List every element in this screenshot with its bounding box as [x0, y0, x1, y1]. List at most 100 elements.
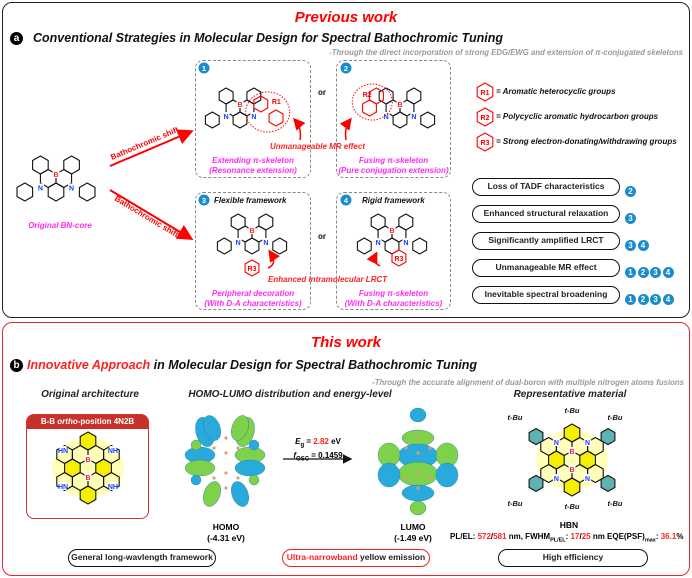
orbital-lobe [409, 407, 427, 423]
ring [244, 259, 260, 277]
ring [103, 444, 120, 465]
atom-bg [222, 112, 230, 120]
ring [587, 463, 604, 484]
ring [56, 471, 73, 492]
pill-ultra-narrowband: Ultra-narrowband yellow emission [282, 549, 430, 567]
mr-arrow-1 [293, 117, 306, 141]
ring [412, 237, 428, 255]
atom-bg [374, 238, 382, 246]
atom-label: B [237, 102, 242, 109]
atom-bg [552, 438, 560, 446]
ring [16, 182, 34, 202]
tbu-label: t-Bu [508, 413, 523, 422]
atom-label: N [554, 476, 559, 483]
atom-label: N [411, 114, 416, 121]
ring [398, 213, 414, 231]
atom-sphere [224, 451, 228, 455]
ring [476, 132, 494, 152]
strategy-ref-badge: 3 [650, 294, 661, 305]
strategy-ref-badge: 4 [637, 240, 649, 251]
r3-label: R3 [394, 256, 403, 263]
atom-sphere [224, 471, 228, 475]
strategy-number: 2 [344, 64, 348, 73]
atom-bg [388, 226, 396, 234]
panel-b-subtitle: -Through the accurate alignment of dual-… [372, 378, 684, 387]
r1-highlight [245, 91, 291, 133]
mr-arrow-2 [339, 117, 352, 141]
representative-material-heading: Representative material [513, 389, 627, 400]
this-work-headline: This work [310, 334, 381, 351]
atom-sphere [404, 446, 408, 450]
ring [32, 155, 49, 175]
panel-a-title: Conventional Strategies in Molecular Des… [33, 31, 503, 45]
or-text-2: or [318, 232, 326, 241]
drawback-refs: 3 [625, 208, 638, 226]
hbn-performance-text: PL/EL: 572/581 nm, FWHMPL/EL: 17/25 nm E… [450, 532, 684, 544]
atom-sphere [416, 451, 420, 455]
strategy-ref-badge: 3 [625, 213, 636, 224]
r2-label: R2 [363, 92, 372, 99]
ring [230, 213, 246, 231]
ring [528, 474, 544, 493]
panel-b-badge: b [10, 359, 23, 372]
atom-label: N [403, 240, 408, 247]
atom-label: N [376, 240, 381, 247]
atom-sphere [404, 476, 408, 480]
strategy-number: 4 [344, 196, 349, 205]
atom-label: N [384, 114, 389, 121]
strategy-number: 3 [202, 196, 206, 205]
atom-bg [59, 482, 67, 490]
orbital-lobe [203, 415, 221, 441]
atom-bg [568, 465, 576, 473]
strategy-ref-badge: 2 [637, 294, 649, 305]
orbital-lobe [190, 474, 202, 486]
tbu-label: t-Bu [508, 499, 523, 508]
atom-label: NH [108, 484, 118, 491]
atom-sphere [236, 476, 240, 480]
ring [356, 237, 372, 255]
bathochromic-label-2: Bathochromic shift [113, 194, 180, 239]
panel-this-work [2, 322, 690, 576]
strategy-ref-badge: 3 [625, 240, 636, 251]
atom-sphere [428, 446, 432, 450]
legend-r2: = Polycyclic aromatic hydrocarbon groups [496, 112, 659, 121]
or-text-1: or [318, 88, 326, 97]
ring [362, 99, 377, 117]
drawback-pill: Inevitable spectral broadening [472, 286, 620, 304]
atom-label: B [249, 228, 254, 235]
lrct-arrow-4 [366, 251, 381, 267]
orbital-lobe [435, 462, 459, 488]
bathochromic-label-1: Bathochromic shift [109, 125, 180, 162]
ring [406, 87, 422, 105]
atom-label: N [585, 440, 590, 447]
atom-bg [568, 447, 576, 455]
atom-label: B [53, 172, 58, 179]
strategy-ref-badge: 2 [625, 186, 636, 197]
orbital-heading: HOMO-LUMO distribution and energy-level [188, 389, 392, 400]
strategy-ref-badge: 2 [637, 267, 649, 278]
atom-sphere [236, 446, 240, 450]
orbital-lobe [248, 474, 260, 486]
lrct-note: Enhanced intramolecular LRCT [268, 275, 388, 284]
atom-bg [584, 474, 592, 482]
homo-label: HOMO (-4.31 eV) [207, 522, 245, 543]
strategy-number-badge [198, 62, 210, 74]
atom-label: B [85, 475, 90, 482]
atom-bg [250, 112, 258, 120]
panel-a-badge: a [10, 32, 23, 45]
atom-bg [402, 238, 410, 246]
ring [78, 182, 96, 202]
bathochromic-arrow-down [109, 189, 194, 241]
ring [540, 463, 557, 484]
strategy-4-caption: Fusing π-skeleton (With D-A characteristi… [344, 289, 443, 308]
atom-bg [552, 474, 560, 482]
panel-b-title: Innovative Approach in Molecular Design … [27, 358, 478, 372]
orbital-lobe [248, 439, 260, 451]
strategy-ref-badge: 4 [662, 267, 674, 278]
atom-sphere [416, 436, 420, 440]
ring [378, 87, 394, 105]
r1-label: R1 [272, 99, 281, 106]
tbu-label: t-Bu [608, 499, 623, 508]
strategy-1-caption: Extending π-skeleton (Resonance extension… [209, 156, 297, 175]
